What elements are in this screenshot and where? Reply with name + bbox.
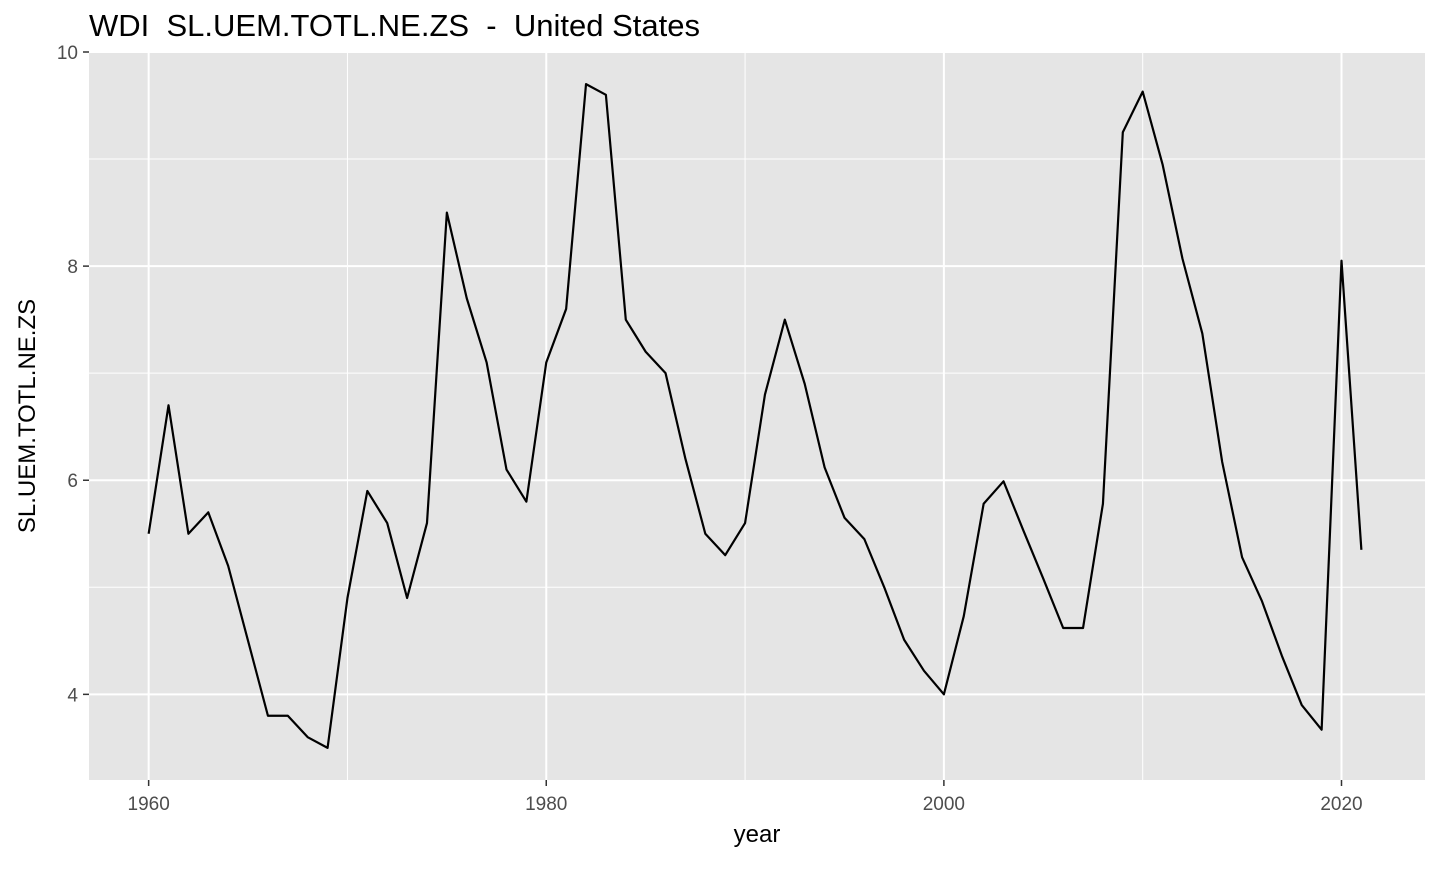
- chart-title: WDI SL.UEM.TOTL.NE.ZS - United States: [89, 8, 700, 43]
- x-axis: 1960 1980 2000 2020: [128, 780, 1363, 815]
- minor-grid: [89, 52, 1425, 780]
- y-tick-label: 8: [67, 257, 78, 278]
- x-tick-label: 1960: [128, 794, 170, 815]
- x-tick-label: 2020: [1320, 794, 1362, 815]
- plot-panel: [89, 52, 1425, 780]
- x-tick-label: 1980: [525, 794, 567, 815]
- x-tick-label: 2000: [923, 794, 965, 815]
- y-tick-label: 6: [67, 471, 78, 492]
- y-axis: 4 6 8 10: [57, 43, 89, 706]
- x-axis-title: year: [734, 821, 781, 848]
- series-line-0: [147, 83, 1363, 749]
- series-layer: [147, 83, 1363, 749]
- y-tick-label: 4: [67, 685, 78, 706]
- y-axis-title: SL.UEM.TOTL.NE.ZS: [14, 299, 41, 533]
- y-tick-label: 10: [57, 43, 78, 64]
- major-grid: [89, 51, 1425, 780]
